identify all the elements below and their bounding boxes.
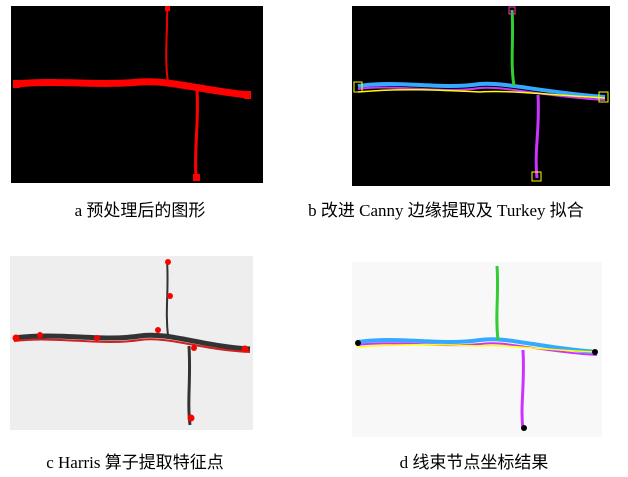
panel-a-image — [11, 6, 263, 183]
page: {"figure": {"panels": [ {"caption": "a 预… — [0, 0, 628, 477]
caption: d 线束节点坐标结果 — [400, 453, 549, 472]
panel-b-image — [352, 6, 610, 186]
panel-c-image — [10, 256, 253, 430]
caption: c Harris 算子提取特征点 — [46, 453, 224, 472]
caption: b 改进 Canny 边缘提取及 Turkey 拟合 — [308, 201, 584, 220]
figure: a 预处理后的图形 b 改进 Canny 边缘提取及 Turkey 拟合 c H… — [0, 0, 628, 477]
caption: a 预处理后的图形 — [75, 201, 206, 220]
panel-d-image — [352, 262, 602, 437]
